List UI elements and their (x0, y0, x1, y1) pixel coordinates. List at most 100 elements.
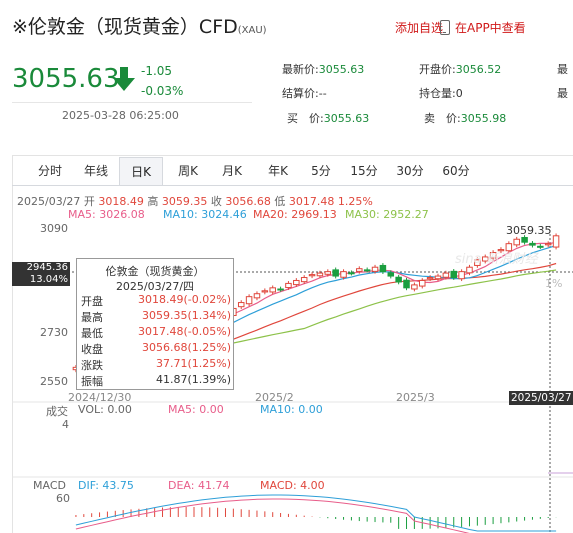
max-price-label: 3059.35 (506, 224, 552, 237)
macd-title: MACD (33, 479, 66, 492)
down-arrow-icon (113, 67, 135, 91)
macd-dea: DEA: 41.74 (168, 479, 230, 492)
title-prefix: ※ (12, 16, 28, 38)
macd-dea-line (75, 498, 470, 533)
tab-15min[interactable]: 15分 (350, 164, 378, 178)
tab-year-line[interactable]: 年线 (83, 164, 108, 178)
ma30-label: MA30: 2952.27 (345, 208, 429, 221)
candle-body (332, 269, 339, 277)
volume-ma5: MA5: 0.00 (168, 403, 224, 416)
candle-body (253, 293, 261, 299)
candle-body (513, 238, 520, 246)
macd-value: MACD: 4.00 (260, 479, 325, 492)
ma20-label: MA20: 2969.13 (253, 208, 337, 221)
candle-body (505, 243, 513, 252)
candle-body (277, 288, 284, 291)
tab-60min[interactable]: 60分 (442, 164, 470, 178)
candle-body (466, 266, 473, 274)
page-title: ※伦敦金（现货黄金）CFD(XAU) (12, 12, 267, 39)
ohlc-tooltip: 伦敦金（现货黄金） 2025/03/27/四 开盘 3018.49(-0.02%)… (76, 258, 234, 390)
tab-weekly-k[interactable]: 周K (178, 164, 198, 178)
x-tick-label: 2024/12/30 (68, 391, 132, 404)
volume-title: 成交 (46, 405, 68, 418)
candle-body (363, 269, 371, 272)
candle-body (371, 266, 379, 272)
quote-field-truncated-1: 最 (557, 63, 568, 76)
candle-body (387, 272, 395, 277)
ma10-label: MA10: 3024.46 (163, 208, 247, 221)
candle-body (489, 252, 497, 259)
candle-body (450, 270, 457, 279)
x-tick-label: 2025/2 (255, 391, 294, 404)
macd-dif-line (75, 494, 557, 532)
tab-5min[interactable]: 5分 (311, 164, 331, 178)
candle-body (552, 235, 560, 248)
open-in-app-button[interactable]: 在APP中查看 (440, 19, 526, 36)
quote-field-open-interest: 持仓量:0 (419, 87, 463, 100)
candle-body (316, 272, 324, 277)
divider (12, 102, 252, 103)
candle-body (269, 287, 276, 293)
candle-body (521, 236, 528, 243)
tooltip-date: 2025/03/27/四 (115, 280, 195, 293)
candle-body (544, 243, 552, 246)
tab-30min[interactable]: 30分 (396, 164, 424, 178)
macd-y-label: 60 (56, 492, 70, 505)
candle-body (324, 271, 332, 275)
add-watchlist-button[interactable]: 添加自选 (395, 21, 444, 35)
ma5-label: MA5: 3026.08 (68, 208, 145, 221)
volume-value: VOL: 0.00 (78, 403, 132, 416)
quote-field-open: 开盘价:3056.52 (419, 63, 502, 76)
candle-body (497, 249, 505, 252)
title-text: 伦敦金（现货黄金）CFD (27, 16, 238, 38)
volume-y-label: 4 (62, 418, 69, 431)
y-tick-label: 3090 (40, 222, 68, 235)
candle-body (356, 268, 363, 272)
candle-body (529, 242, 536, 246)
tab-intraday[interactable]: 分时 (37, 164, 62, 178)
candle-body (285, 282, 292, 289)
y-tick-label: 2550 (40, 375, 68, 388)
ohlc-summary: 2025/03/27 开 3018.49 高 3059.35 收 3056.68… (17, 195, 373, 208)
quote-field-latest: 最新价:3055.63 (282, 63, 365, 76)
tab-yearly-k[interactable]: 年K (268, 164, 288, 178)
cursor-date-badge: 2025/03/27 (509, 391, 573, 405)
candle-body (340, 271, 347, 278)
macd-dif: DIF: 43.75 (78, 479, 134, 492)
candle-body (419, 279, 426, 287)
quote-field-ask: 卖 价:3055.98 (424, 112, 507, 125)
quote-field-bid: 买 价:3055.63 (287, 112, 370, 125)
chart-panel (12, 155, 573, 533)
open-in-app-label: 在APP中查看 (455, 21, 526, 35)
price-change-pct: -0.03% (141, 84, 184, 98)
tab-daily-k[interactable]: 日K (119, 157, 163, 185)
tab-divider (12, 185, 573, 186)
tooltip-title: 伦敦金（现货黄金） (105, 265, 205, 278)
candle-body (474, 259, 481, 266)
candle-body (458, 271, 465, 280)
quote-timestamp: 2025-03-28 06:25:00 (62, 109, 179, 122)
last-price: 3055.63 (12, 64, 120, 94)
candle-body (237, 302, 245, 308)
cursor-price-badge: 2945.36 13.04% (12, 262, 70, 286)
candle-body (411, 284, 418, 290)
candle-body (261, 290, 269, 293)
candle-body (481, 256, 489, 262)
candle-body (379, 264, 387, 273)
title-subtitle: (XAU) (237, 25, 267, 36)
y-tick-label: 2730 (40, 326, 68, 339)
candle-body (348, 272, 355, 275)
candle-body (434, 275, 442, 280)
tab-monthly-k[interactable]: 月K (222, 164, 242, 178)
phone-icon (440, 20, 450, 35)
volume-ma10: MA10: 0.00 (260, 403, 323, 416)
candle-body (308, 274, 316, 277)
candle-body (426, 277, 434, 280)
watermark-logo: sina 新浪财经 (455, 252, 538, 267)
candle-body (442, 272, 450, 278)
candle-body (395, 276, 402, 283)
candle-body (293, 279, 300, 286)
candle-body (245, 296, 253, 305)
quote-field-settle: 结算价:-- (282, 87, 327, 100)
right-pct-label: 1% (545, 277, 563, 290)
